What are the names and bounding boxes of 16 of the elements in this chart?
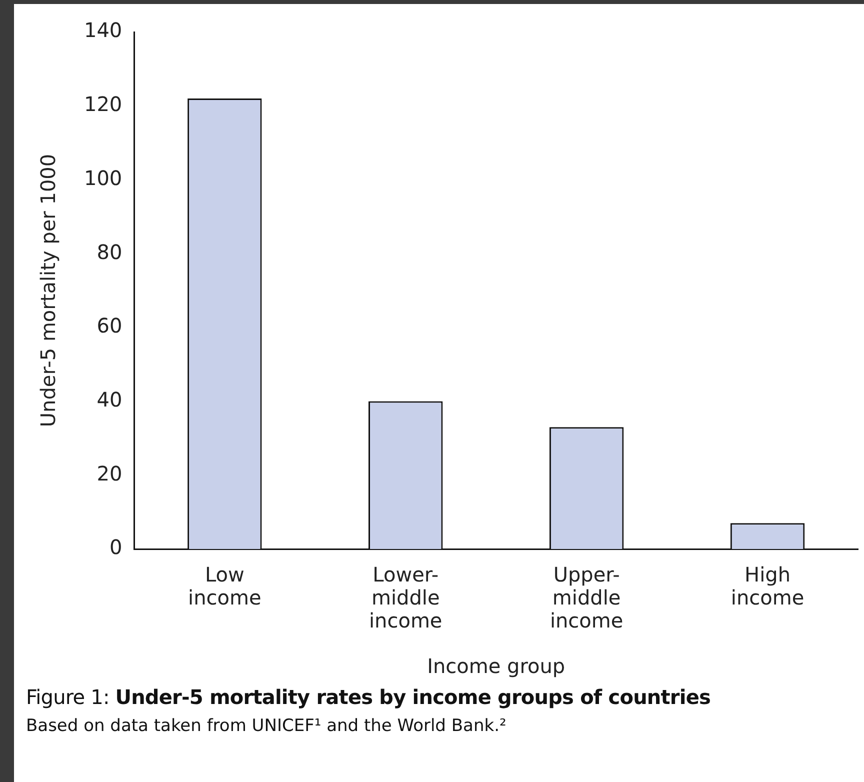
y-axis-title: Under-5 mortality per 1000 [36,154,60,428]
y-tick-label: 0 [109,535,122,560]
text: Based on data taken from UNICEF¹ and the World Bank.² [26,716,506,736]
y-tick-label: 100 [84,166,122,190]
y-tick-label: 20 [96,461,122,486]
y-tick-label: 140 [84,18,122,42]
x-tick-label: Lower- middle income [368,562,442,633]
y-tick-label: 40 [96,387,122,412]
x-tick-label: Low income [188,562,262,610]
x-axis-title: Income group [427,654,566,678]
y-tick-label: 60 [96,314,122,338]
text: Figure 1: Under-5 mortality rates by income groups of countries [26,685,711,709]
y-tick-label: 120 [84,92,122,116]
x-tick-label: High income [730,562,804,610]
x-tick-label: Upper- middle income [550,562,624,633]
y-tick-label: 80 [96,240,122,264]
